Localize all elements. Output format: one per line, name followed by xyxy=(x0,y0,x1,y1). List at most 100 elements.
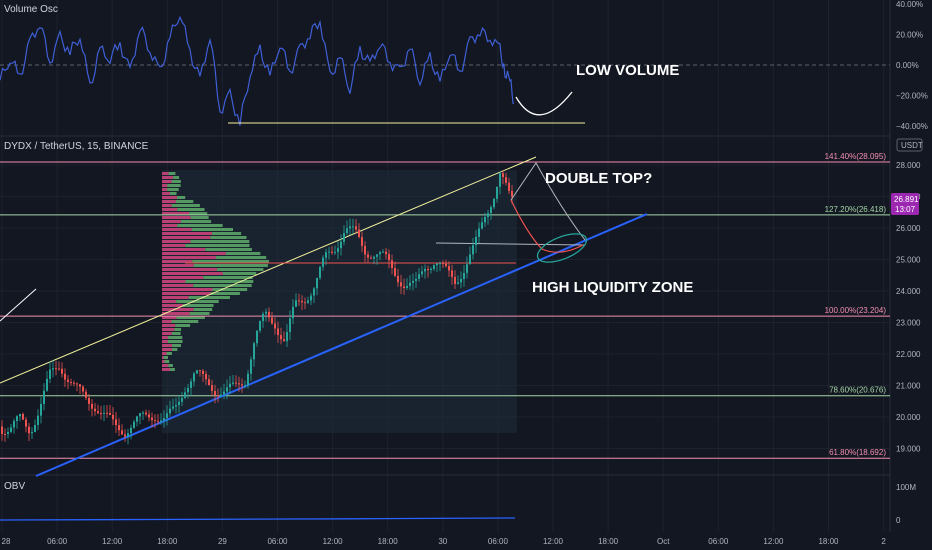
osc-curve-drawing xyxy=(515,91,573,116)
vp-bar-up xyxy=(167,188,179,191)
candle-body xyxy=(511,190,513,197)
vp-bar-up xyxy=(176,196,186,199)
vp-bar-down xyxy=(162,276,204,279)
candle-body xyxy=(349,226,351,229)
vp-bar-up xyxy=(171,332,181,335)
liquidity-zone-ellipse xyxy=(536,233,588,263)
upper-trendline xyxy=(0,156,537,384)
time-tick-label: 12:00 xyxy=(102,537,123,546)
candle-body xyxy=(319,266,321,278)
candle-body xyxy=(109,412,111,415)
candle-body xyxy=(217,395,219,397)
candle-body xyxy=(238,383,240,385)
candle-body xyxy=(409,282,411,286)
candle-body xyxy=(436,263,438,266)
fib-levels: 141.40%(28.095) 127.20%(26.418) 100.00%(23… xyxy=(0,152,890,459)
lower-trendline xyxy=(35,213,648,477)
candle-body xyxy=(406,286,408,288)
last-price-badge xyxy=(891,193,919,215)
candle-body xyxy=(376,254,378,257)
candlesticks xyxy=(1,170,513,445)
vp-bar-up xyxy=(176,316,205,319)
candle-body xyxy=(424,268,426,272)
vp-bar-up xyxy=(172,344,181,347)
candle-body xyxy=(70,382,72,383)
candle-body xyxy=(220,394,222,397)
candle-body xyxy=(10,427,12,432)
vp-bar-up xyxy=(210,292,240,295)
candle-body xyxy=(502,173,504,177)
candle-body xyxy=(370,257,372,259)
vp-bar-up xyxy=(192,260,269,263)
candle-body xyxy=(34,425,36,432)
price-tick-label: 28.000 xyxy=(896,161,921,170)
vp-bar-down xyxy=(162,360,165,363)
candle-body xyxy=(481,222,483,229)
vp-bar-down xyxy=(162,220,181,223)
time-tick-label: 06:00 xyxy=(708,537,729,546)
currency-button[interactable] xyxy=(896,138,923,152)
osc-tick-label: 20.00% xyxy=(896,30,923,39)
candle-body xyxy=(355,226,357,230)
double-top-annotation: DOUBLE TOP? xyxy=(545,170,652,187)
candle-body xyxy=(316,277,318,289)
obv-tick-100m: 100M xyxy=(896,483,916,492)
time-tick-label: 18:00 xyxy=(598,537,619,546)
candle-body xyxy=(322,257,324,267)
candle-body xyxy=(193,373,195,382)
vp-bar-up xyxy=(171,320,199,323)
vp-bar-up xyxy=(190,240,250,243)
candle-body xyxy=(412,280,414,283)
vp-bar-up xyxy=(171,348,178,351)
candle-body xyxy=(346,228,348,234)
vp-bar-down xyxy=(162,200,176,203)
candle-body xyxy=(235,382,237,384)
candle-body xyxy=(205,374,207,380)
vp-bar-up xyxy=(174,328,182,331)
vp-bar-down xyxy=(162,352,167,355)
candle-body xyxy=(49,369,51,379)
vp-bar-down xyxy=(162,320,172,323)
last-price-value: 26.891 xyxy=(894,195,919,204)
candle-body xyxy=(382,251,384,253)
candle-body xyxy=(433,265,435,269)
candle-body xyxy=(337,248,339,252)
candle-body xyxy=(373,256,375,259)
candle-body xyxy=(505,177,507,183)
vp-bar-down xyxy=(162,192,170,195)
candle-body xyxy=(136,416,138,422)
vp-bar-down xyxy=(162,184,168,187)
candle-body xyxy=(157,420,159,422)
small-drawn-line xyxy=(0,288,37,322)
candle-body xyxy=(154,420,156,422)
vp-bar-up xyxy=(210,236,247,239)
main-pane: 141.40%(28.095) 127.20%(26.418) 100.00%(23… xyxy=(0,138,923,477)
price-tick-label: 25.000 xyxy=(896,256,921,265)
candle-body xyxy=(469,254,471,265)
vp-bar-down xyxy=(162,340,168,343)
vp-bar-down xyxy=(162,304,183,307)
projection-path-up xyxy=(510,162,586,241)
price-tick-label: 23.000 xyxy=(896,319,921,328)
volume-osc-title: Volume Osc xyxy=(4,4,58,15)
vp-bar-up xyxy=(193,308,213,311)
price-tick-label: 24.000 xyxy=(896,287,921,296)
candle-body xyxy=(124,434,126,437)
vp-bar-up xyxy=(173,176,180,179)
candle-body xyxy=(487,213,489,218)
time-tick-label: 18:00 xyxy=(378,537,399,546)
candle-body xyxy=(298,300,300,302)
vp-bar-up xyxy=(225,252,261,255)
candle-body xyxy=(388,254,390,261)
candle-body xyxy=(328,251,330,253)
candle-body xyxy=(304,302,306,304)
candle-body xyxy=(130,427,132,434)
range-mid-line xyxy=(435,242,585,246)
vp-bar-down xyxy=(162,236,211,239)
obv-series-line xyxy=(0,517,516,521)
currency-label: USDT xyxy=(901,141,923,150)
candle-body xyxy=(226,387,228,392)
osc-tick-label: 40.00% xyxy=(896,0,923,9)
candle-body xyxy=(181,397,183,402)
